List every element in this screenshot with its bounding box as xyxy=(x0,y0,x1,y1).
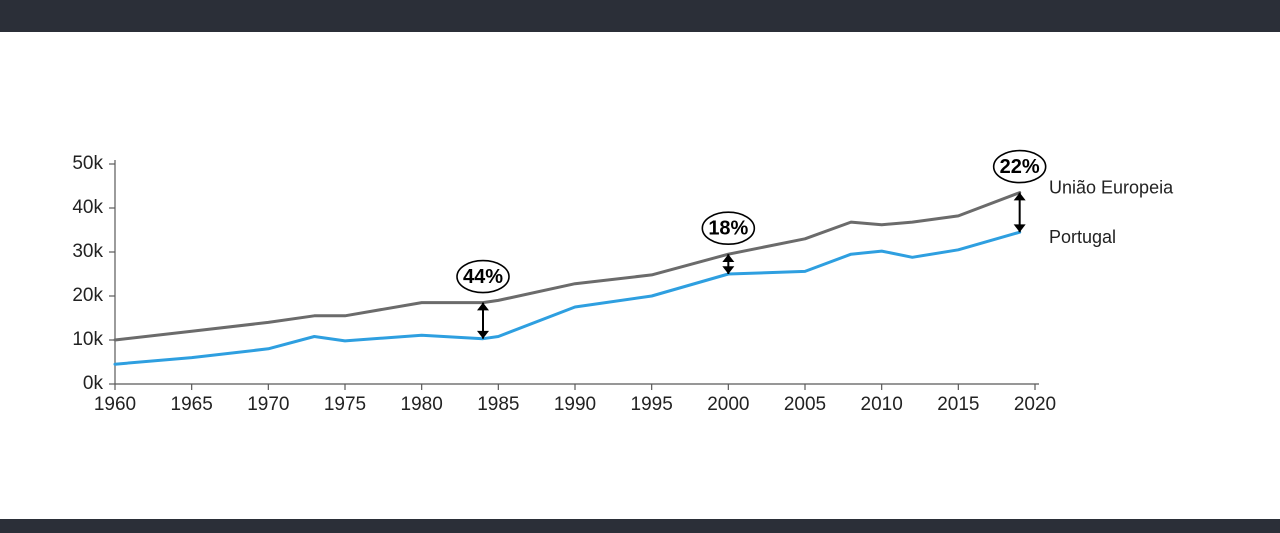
series-label-pt: Portugal xyxy=(1049,227,1116,247)
x-tick-label: 1980 xyxy=(401,394,443,415)
chart-panel: 0k 10k 20k 30k 40k 50k 1960 1965 1970 1975 1980 198… xyxy=(0,32,1280,519)
y-tick-label: 0k xyxy=(83,373,104,394)
series-line-eu xyxy=(115,193,1020,340)
x-tick-label: 2010 xyxy=(861,394,903,415)
y-tick-label: 20k xyxy=(72,285,103,306)
y-tick-label: 40k xyxy=(72,197,103,218)
x-tick-label: 1975 xyxy=(324,394,366,415)
y-tick-label: 50k xyxy=(72,153,103,174)
x-tick-label: 2020 xyxy=(1014,394,1056,415)
callout-label: 18% xyxy=(708,217,748,239)
callout-label: 22% xyxy=(1000,156,1040,178)
x-tick-label: 2005 xyxy=(784,394,826,415)
x-tick-label: 1985 xyxy=(477,394,519,415)
x-tick-label: 1990 xyxy=(554,394,596,415)
top-letterbox-band xyxy=(0,0,1280,32)
x-tick-label: 1970 xyxy=(247,394,289,415)
x-tick-label: 1965 xyxy=(171,394,213,415)
y-tick-label: 10k xyxy=(72,329,103,350)
y-tick-label: 30k xyxy=(72,241,103,262)
callout-label: 44% xyxy=(463,266,503,288)
line-chart: 0k 10k 20k 30k 40k 50k 1960 1965 1970 1975 1980 198… xyxy=(0,32,1280,519)
bottom-letterbox-band xyxy=(0,519,1280,533)
x-tick-label: 1995 xyxy=(631,394,673,415)
x-tick-label: 2000 xyxy=(707,394,749,415)
x-tick-label: 1960 xyxy=(94,394,136,415)
series-label-eu: União Europeia xyxy=(1049,177,1174,197)
series-line-pt xyxy=(115,232,1020,364)
page: 0k 10k 20k 30k 40k 50k 1960 1965 1970 1975 1980 198… xyxy=(0,0,1280,533)
x-tick-label: 2015 xyxy=(937,394,979,415)
